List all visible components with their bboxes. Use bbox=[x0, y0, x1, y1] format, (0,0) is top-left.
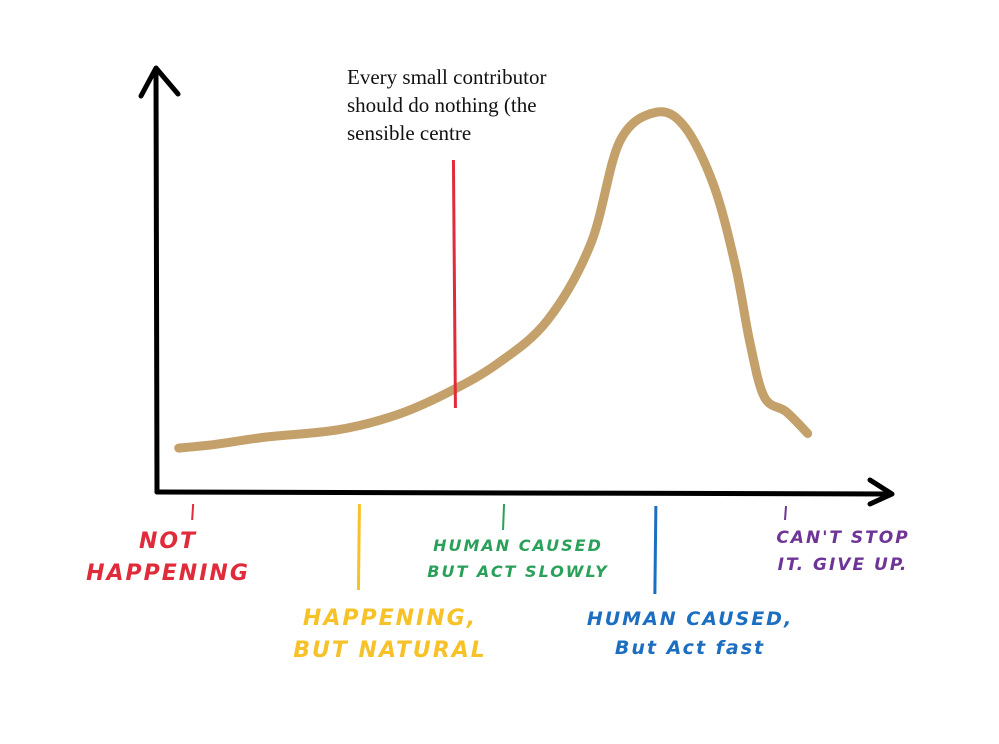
y-axis bbox=[153, 67, 160, 495]
category-label: HAPPENING, BUT NATURAL bbox=[293, 606, 487, 663]
category-label-line: HUMAN CAUSED, bbox=[587, 608, 793, 630]
category-tick bbox=[502, 503, 506, 531]
category-label-line: IT. GIVE UP. bbox=[778, 555, 909, 575]
category-label: CAN'T STOP IT. GIVE UP. bbox=[776, 528, 909, 575]
annotation-text: Every small contributor should do nothing… bbox=[347, 65, 546, 145]
category-tick bbox=[356, 503, 361, 591]
category-label: HUMAN CAUSED, But Act fast bbox=[587, 608, 793, 659]
category-label-line: NOT bbox=[139, 529, 197, 554]
annotation-line: sensible centre bbox=[347, 121, 471, 145]
category-label-line: HAPPENING bbox=[86, 561, 250, 586]
annotation-marker-line bbox=[451, 159, 457, 409]
annotation-line: Every small contributor bbox=[347, 65, 546, 89]
category-label-line: BUT NATURAL bbox=[293, 638, 487, 663]
category-label-line: BUT ACT SLOWLY bbox=[427, 562, 608, 581]
annotation-line: should do nothing (the bbox=[347, 93, 537, 117]
x-axis-arrowhead bbox=[867, 477, 895, 507]
category-tick bbox=[191, 503, 195, 521]
category-label-line: CAN'T STOP bbox=[776, 528, 909, 548]
category-label-line: HAPPENING, bbox=[303, 606, 477, 631]
category-tick bbox=[653, 505, 658, 595]
category-tick bbox=[784, 505, 788, 521]
y-axis-arrowhead bbox=[138, 65, 181, 99]
category-label: NOT HAPPENING bbox=[86, 529, 250, 586]
curve-line bbox=[174, 107, 813, 453]
x-axis bbox=[154, 489, 893, 497]
category-label-line: But Act fast bbox=[615, 637, 765, 659]
category-label: HUMAN CAUSED BUT ACT SLOWLY bbox=[427, 536, 608, 581]
category-labels: NOT HAPPENING HAPPENING, BUT NATURAL HUMAN C… bbox=[86, 503, 909, 663]
category-label-line: HUMAN CAUSED bbox=[433, 536, 603, 555]
